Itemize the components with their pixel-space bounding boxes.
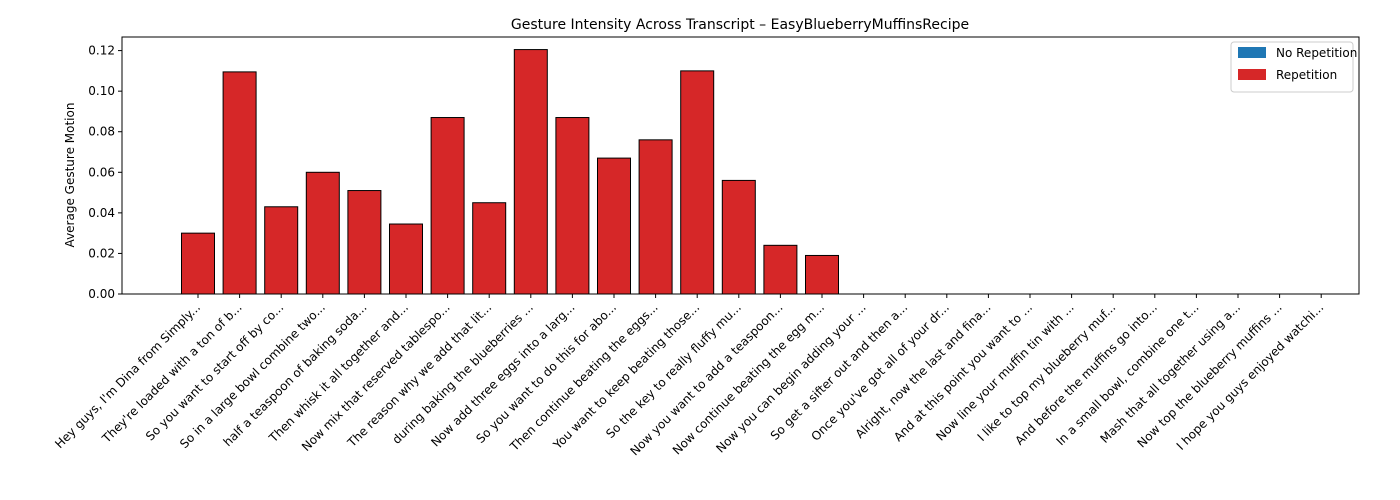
y-tick-label: 0.00 [88,287,115,301]
legend-swatch-1 [1238,47,1266,58]
y-axis-title: Average Gesture Motion [63,103,77,248]
bar-7 [430,117,465,295]
bar-15 [763,244,798,295]
x-tick-label: Now you can begin adding your ... [713,300,868,455]
chart-title: Gesture Intensity Across Transcript – Ea… [511,17,969,33]
x-tick-label: Now mix that reserved tablespo... [299,300,453,454]
x-tick-label: Now continue beating the egg m... [670,300,827,457]
bar-6 [389,223,423,295]
x-tick-label: You want to keep beating those... [550,300,702,452]
x-tick-label: I hope you guys enjoyed watchi... [1174,300,1327,453]
bars-group [181,49,839,295]
x-axis-ticks: Hey guys, I'm Dina from Simply...They're… [52,294,1326,458]
bar-5 [347,190,382,295]
bar-11 [597,157,631,295]
bar-13 [680,70,715,295]
bar-10 [555,117,590,295]
x-tick-label: Now you want to add a teaspoon... [627,300,785,458]
legend-swatch-2 [1238,69,1266,80]
bar-16 [805,254,839,295]
y-tick-label: 0.10 [88,84,115,98]
y-tick-label: 0.04 [88,206,115,220]
legend-label-2: Repetition [1276,68,1337,82]
legend: No Repetition Repetition [1230,41,1357,93]
bar-8 [472,202,507,295]
y-tick-label: 0.06 [88,165,115,179]
x-tick-label: Hey guys, I'm Dina from Simply... [52,300,203,451]
bar-4 [305,171,340,295]
legend-label-1: No Repetition [1276,46,1357,60]
y-tick-label: 0.08 [88,125,115,139]
y-tick-label: 0.12 [88,44,115,58]
bar-14 [721,179,756,295]
bar-1 [181,232,215,295]
bar-2 [222,71,257,295]
x-tick-label: Then continue beating the eggs... [507,300,661,454]
bar-9 [513,49,548,295]
bar-12 [638,139,673,295]
plot-frame [121,36,1360,295]
y-tick-label: 0.02 [88,246,115,260]
bar-3 [264,206,299,295]
y-axis-ticks: 0.00 0.02 0.04 0.06 0.08 0.10 0.12 [88,44,122,301]
